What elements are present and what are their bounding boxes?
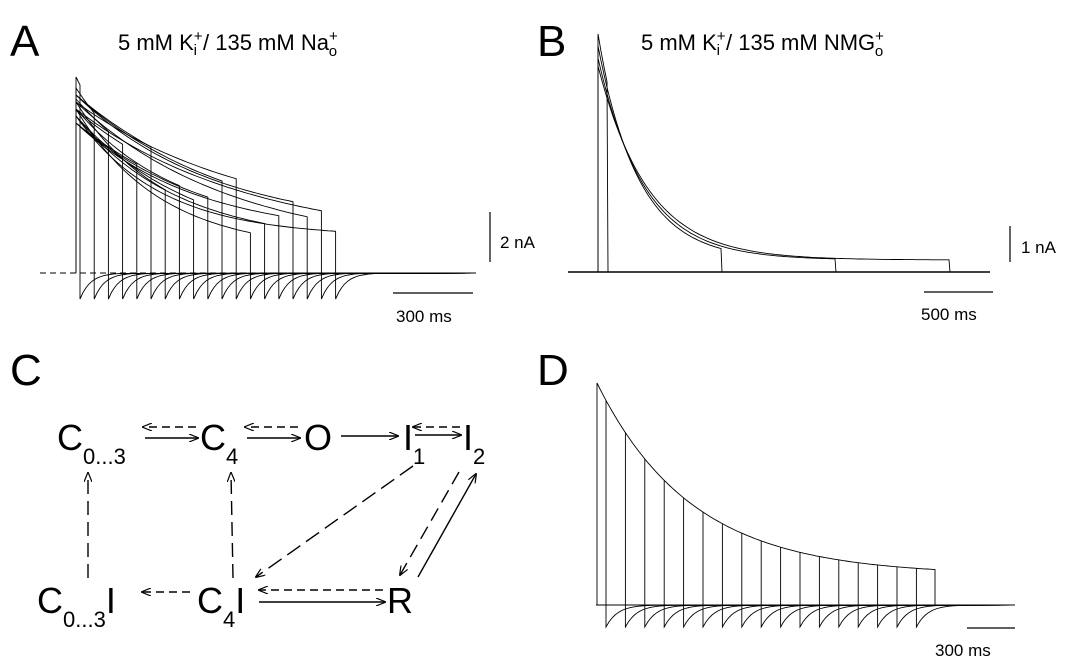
panel-a-trace xyxy=(75,76,476,300)
panel-a-scale-label-x: 300 ms xyxy=(396,307,452,326)
panel-d-traces xyxy=(596,382,1014,629)
panel-a-trace xyxy=(75,114,476,300)
panel-a: A 5 mM K+ i / 135 mM Na+ o 2 nA 300 ms xyxy=(10,17,536,326)
panel-a-trace xyxy=(75,108,476,300)
arrow-i1-to-c4i xyxy=(256,465,414,577)
panel-b: B 5 mM K+ i / 135 mM NMG+ o 1 nA 500 ms xyxy=(537,17,1057,324)
panel-d-trace xyxy=(799,552,1014,629)
panel-b-letter: B xyxy=(537,17,566,66)
state-c03i: C0...3I xyxy=(37,580,116,632)
panel-d-trace xyxy=(857,562,1014,629)
panel-d-trace xyxy=(721,523,1014,629)
panel-d-trace xyxy=(741,533,1014,629)
panel-a-traces xyxy=(75,76,476,300)
panel-d-envelope xyxy=(596,382,936,605)
panel-a-letter: A xyxy=(10,17,40,66)
panel-a-trace xyxy=(75,94,476,300)
panel-b-scale-label-y: 1 nA xyxy=(1021,238,1057,257)
panel-d-letter: D xyxy=(537,346,569,395)
panel-b-trace xyxy=(597,45,723,273)
state-o: O xyxy=(304,417,332,458)
panel-a-trace xyxy=(75,93,476,300)
state-c4i: C4I xyxy=(197,580,245,632)
panel-d-trace xyxy=(760,540,1014,629)
panel-b-trace xyxy=(597,65,951,273)
panel-d-trace xyxy=(624,432,1014,629)
arrow-i2-to-r xyxy=(400,471,460,575)
panel-d-trace xyxy=(896,566,1014,629)
panel-a-trace xyxy=(75,107,476,300)
panel-a-trace xyxy=(75,97,476,300)
state-i2: I2 xyxy=(463,417,485,469)
panel-d-trace xyxy=(780,547,1014,629)
panel-d-trace xyxy=(915,568,1014,629)
panel-a-trace xyxy=(75,109,476,300)
state-r: R xyxy=(387,580,413,621)
panel-d-scale-label-x: 300 ms xyxy=(935,641,991,660)
panel-d-trace xyxy=(683,497,1014,629)
panel-d-trace xyxy=(702,512,1014,629)
panel-a-trace xyxy=(75,114,476,300)
panel-a-title: 5 mM K+ i / 135 mM Na+ o xyxy=(118,28,338,60)
panel-d: D 300 ms xyxy=(537,346,1015,660)
panel-d-trace xyxy=(818,556,1014,629)
panel-d-trace xyxy=(838,559,1014,629)
panel-b-title: 5 mM K+ i / 135 mM NMG+ o xyxy=(641,28,884,60)
panel-d-trace xyxy=(663,480,1014,629)
panel-b-traces xyxy=(597,33,951,273)
arrow-c4i-to-c4 xyxy=(231,473,233,579)
panel-c: C C0...3 C4 O I1 I2 C0...3I C4I R xyxy=(10,346,485,632)
panel-d-trace xyxy=(877,565,1014,629)
state-c4: C4 xyxy=(200,417,238,469)
panel-a-trace xyxy=(75,121,476,300)
panel-a-trace xyxy=(75,122,476,300)
panel-b-scale-label-x: 500 ms xyxy=(921,305,977,324)
state-i1: I1 xyxy=(403,417,425,469)
panel-a-trace xyxy=(75,114,476,300)
panel-a-trace xyxy=(75,107,476,300)
panel-a-trace xyxy=(75,93,476,300)
arrow-r-to-i2 xyxy=(417,474,476,578)
panel-c-letter: C xyxy=(10,346,42,395)
panel-a-scale-label-y: 2 nA xyxy=(500,233,536,252)
panel-d-trace xyxy=(644,458,1014,629)
state-c03: C0...3 xyxy=(57,417,126,469)
panel-a-trace xyxy=(75,86,476,300)
panel-a-trace xyxy=(75,100,476,300)
panel-d-trace xyxy=(605,400,1014,629)
panel-b-trace xyxy=(597,57,837,273)
